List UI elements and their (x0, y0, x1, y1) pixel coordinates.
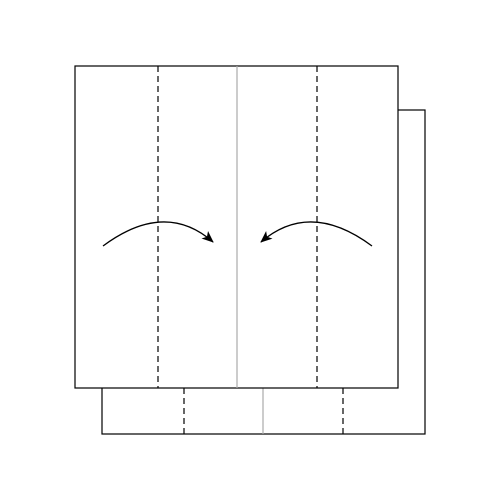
front-sheet (74, 65, 399, 389)
left-fold-arrow (102, 221, 214, 247)
right-fold-arrow (260, 221, 373, 247)
fold-arrows (102, 221, 373, 247)
